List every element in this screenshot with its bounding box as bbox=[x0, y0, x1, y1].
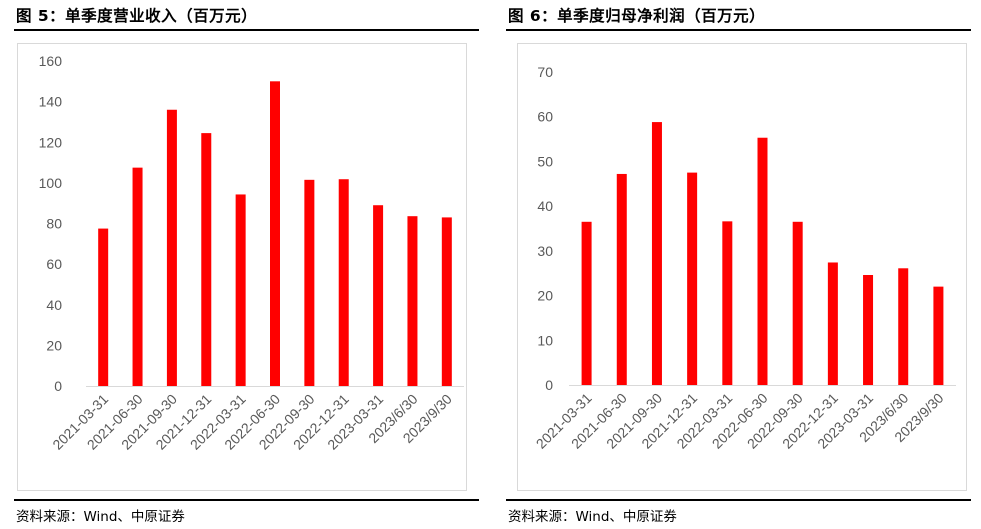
y-tick-label: 80 bbox=[46, 216, 62, 232]
bar bbox=[863, 275, 874, 385]
bottom-rule bbox=[14, 499, 479, 501]
y-tick-label: 30 bbox=[537, 243, 553, 259]
y-tick-label: 50 bbox=[537, 153, 553, 169]
y-tick-label: 0 bbox=[54, 378, 62, 394]
bar bbox=[722, 221, 733, 385]
bar bbox=[235, 194, 246, 386]
bar bbox=[166, 109, 177, 386]
bar bbox=[98, 228, 109, 386]
y-tick-label: 120 bbox=[39, 134, 63, 150]
bar bbox=[757, 137, 768, 385]
bar bbox=[898, 268, 909, 385]
y-tick-label: 140 bbox=[39, 94, 63, 110]
y-tick-label: 40 bbox=[46, 297, 62, 313]
top-rule bbox=[506, 29, 971, 31]
bar bbox=[270, 81, 280, 386]
bar bbox=[407, 216, 418, 386]
bar bbox=[338, 179, 349, 386]
figure-title: 图 6：单季度归母净利润（百万元） bbox=[508, 7, 766, 25]
y-tick-label: 20 bbox=[46, 337, 62, 353]
y-tick-label: 60 bbox=[46, 256, 62, 272]
y-tick-label: 70 bbox=[537, 64, 553, 80]
bar bbox=[792, 221, 803, 385]
bar bbox=[581, 221, 592, 385]
y-tick-label: 160 bbox=[39, 53, 63, 69]
bar bbox=[687, 172, 698, 385]
top-rule bbox=[14, 29, 479, 31]
y-tick-label: 100 bbox=[39, 175, 63, 191]
chart-area: 0 10 20 30 40 50 60 70 2021-03-31 2021-06-30 2021-… bbox=[517, 43, 967, 491]
y-tick-label: 10 bbox=[537, 332, 553, 348]
bar bbox=[201, 133, 212, 386]
bar-chart-net-profit: 0102030405060702021-03-312021-06-302021-… bbox=[533, 64, 956, 452]
figure-5-panel: 图 5：单季度营业收入（百万元） 0 20 40 60 80 100 120 140 160 20… bbox=[14, 0, 479, 529]
bar bbox=[132, 167, 143, 386]
y-tick-label: 60 bbox=[537, 109, 553, 125]
chart-area: 0 20 40 60 80 100 120 140 160 2021-03-31 2021-06-3… bbox=[17, 43, 467, 491]
figure-title: 图 5：单季度营业收入（百万元） bbox=[16, 7, 258, 25]
source-note: 资料来源：Wind、中原证券 bbox=[16, 509, 185, 525]
y-tick-label: 40 bbox=[537, 198, 553, 214]
bar bbox=[373, 205, 384, 386]
bar bbox=[651, 122, 662, 385]
bar bbox=[616, 173, 627, 385]
bottom-rule bbox=[506, 499, 971, 501]
bar bbox=[933, 286, 944, 385]
y-tick-label: 0 bbox=[545, 377, 553, 393]
bar bbox=[441, 217, 452, 386]
bar-chart-revenue: 0204060801001201401602021-03-312021-06-3… bbox=[39, 53, 464, 453]
bar bbox=[827, 262, 838, 385]
figure-6-panel: 图 6：单季度归母净利润（百万元） 0 10 20 30 40 50 60 70 2021-03… bbox=[506, 0, 971, 529]
bar bbox=[304, 179, 315, 386]
y-tick-label: 20 bbox=[537, 288, 553, 304]
source-note: 资料来源：Wind、中原证券 bbox=[508, 509, 677, 525]
